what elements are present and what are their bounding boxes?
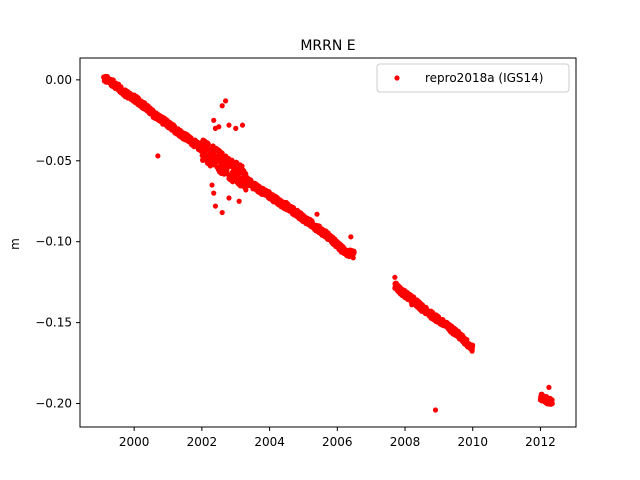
data-point [211,117,217,123]
legend: repro2018a (IGS14) [376,63,570,93]
data-point [216,124,222,130]
x-tick-label: 2002 [187,435,218,449]
data-point [546,384,552,390]
legend-box [376,63,570,93]
data-point [226,195,232,201]
y-tick-label: −0.20 [35,397,72,411]
data-point [350,255,356,261]
data-point [470,342,476,348]
x-tick-label: 2004 [254,435,285,449]
x-tick-label: 2008 [390,435,421,449]
data-point [432,407,439,413]
data-point [549,397,555,403]
y-tick-label: 0.00 [45,73,72,87]
chart-title: MRRN E [300,38,355,54]
data-point [314,211,320,217]
legend-marker [394,75,400,81]
data-point [212,203,219,209]
y-axis-label: m [8,238,22,250]
x-tick-label: 2012 [525,435,556,449]
data-points [101,73,555,413]
x-tick-label: 2006 [322,435,353,449]
plot-frame [79,57,577,428]
data-point [392,274,398,280]
x-tick-label: 2010 [457,435,488,449]
data-point [205,141,211,147]
data-point [236,198,242,204]
y-tick-label: −0.05 [35,154,72,168]
y-axis: 0.00 −0.05 −0.10 −0.15 −0.20 [35,73,80,411]
data-point [233,125,239,131]
x-axis: 2000 2002 2004 2006 2008 2010 2012 [119,427,556,449]
data-point [226,122,232,128]
data-point [243,187,249,193]
x-tick-label: 2000 [119,435,150,449]
data-point [219,103,225,109]
data-point [239,122,246,128]
data-point [219,209,225,216]
data-point [222,98,229,104]
data-point [155,153,161,159]
data-point [351,249,357,256]
data-point [211,190,217,196]
y-tick-label: −0.15 [35,316,72,330]
data-point [348,234,354,240]
data-point [219,150,225,156]
data-point [549,400,555,407]
data-point [409,302,415,308]
data-point [209,182,215,188]
legend-label: repro2018a (IGS14) [425,71,543,85]
y-tick-label: −0.10 [35,235,72,249]
